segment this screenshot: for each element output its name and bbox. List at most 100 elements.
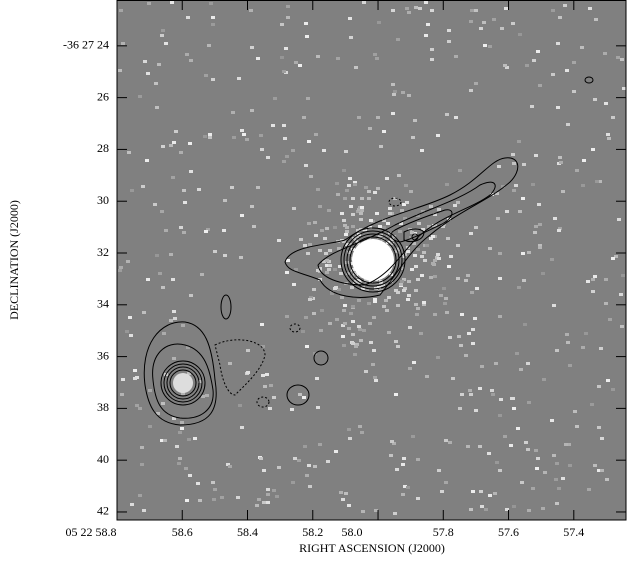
noise-pixel xyxy=(436,134,440,137)
noise-pixel xyxy=(344,233,348,236)
noise-pixel xyxy=(351,197,355,200)
noise-pixel xyxy=(323,237,327,240)
noise-pixel xyxy=(491,393,495,396)
noise-pixel xyxy=(541,272,545,275)
noise-pixel xyxy=(269,384,273,387)
noise-pixel xyxy=(342,219,346,222)
noise-pixel xyxy=(527,251,531,254)
noise-pixel xyxy=(501,185,505,188)
noise-pixel xyxy=(240,426,244,429)
noise-pixel xyxy=(494,362,498,365)
noise-pixel xyxy=(488,494,492,497)
noise-pixel xyxy=(169,319,173,322)
noise-pixel xyxy=(304,316,308,319)
noise-pixel xyxy=(427,225,431,228)
noise-pixel xyxy=(307,464,311,467)
noise-pixel xyxy=(324,252,328,255)
noise-pixel xyxy=(374,379,378,382)
noise-pixel xyxy=(429,237,433,240)
noise-pixel xyxy=(327,209,331,212)
noise-pixel xyxy=(184,467,188,470)
noise-pixel xyxy=(313,221,317,224)
noise-pixel xyxy=(396,345,400,348)
noise-pixel xyxy=(600,469,604,472)
y-axis-title: DECLINATION (J2000) xyxy=(7,200,21,320)
noise-pixel xyxy=(301,330,305,333)
noise-pixel xyxy=(433,224,437,227)
noise-pixel xyxy=(213,488,217,491)
noise-pixel xyxy=(499,398,503,401)
noise-pixel xyxy=(277,466,281,469)
noise-pixel xyxy=(409,190,413,193)
noise-pixel xyxy=(597,426,601,429)
noise-pixel xyxy=(353,181,357,184)
x-tick-label: 05 22 58.8 xyxy=(66,525,117,539)
noise-pixel xyxy=(565,69,569,72)
noise-pixel xyxy=(375,57,379,60)
noise-pixel xyxy=(425,244,429,247)
noise-pixel xyxy=(402,289,406,292)
noise-pixel xyxy=(373,376,377,379)
noise-pixel xyxy=(396,304,400,307)
contour xyxy=(411,233,419,241)
noise-pixel xyxy=(297,459,301,462)
noise-pixel xyxy=(467,332,471,335)
noise-pixel xyxy=(526,362,530,365)
noise-pixel xyxy=(275,495,279,498)
y-tick-label: 34 xyxy=(97,297,109,311)
noise-pixel xyxy=(252,225,256,228)
noise-pixel xyxy=(379,145,383,148)
noise-pixel xyxy=(416,248,420,251)
noise-pixel xyxy=(127,151,131,154)
noise-pixel xyxy=(318,267,322,270)
noise-pixel xyxy=(556,42,560,45)
noise-pixel xyxy=(598,180,602,183)
noise-pixel xyxy=(231,111,235,114)
noise-pixel xyxy=(375,212,379,215)
noise-pixel xyxy=(163,439,167,442)
noise-pixel xyxy=(345,243,349,246)
noise-pixel xyxy=(236,496,240,499)
noise-pixel xyxy=(211,78,215,81)
noise-pixel xyxy=(484,508,488,511)
noise-pixel xyxy=(444,481,448,484)
noise-pixel xyxy=(175,445,179,448)
noise-pixel xyxy=(448,336,452,339)
noise-pixel xyxy=(164,42,168,45)
noise-pixel xyxy=(511,22,515,25)
noise-pixel xyxy=(509,444,513,447)
noise-pixel xyxy=(381,284,385,287)
noise-pixel xyxy=(595,180,599,183)
noise-pixel xyxy=(318,249,322,252)
noise-pixel xyxy=(286,5,290,8)
noise-pixel xyxy=(205,394,209,397)
noise-pixel xyxy=(158,272,162,275)
noise-pixel xyxy=(348,17,352,20)
noise-pixel xyxy=(563,4,567,7)
noise-pixel xyxy=(245,138,249,141)
x-tick-label: 58.2 xyxy=(302,525,323,539)
noise-pixel xyxy=(282,124,286,127)
noise-pixel xyxy=(306,252,310,255)
noise-pixel xyxy=(406,486,410,489)
noise-pixel xyxy=(121,378,125,381)
noise-pixel xyxy=(403,287,407,290)
noise-pixel xyxy=(351,320,355,323)
noise-pixel xyxy=(390,440,394,443)
noise-pixel xyxy=(351,268,355,271)
noise-pixel xyxy=(474,9,478,12)
noise-pixel xyxy=(537,203,541,206)
noise-pixel xyxy=(246,371,250,374)
noise-pixel xyxy=(359,218,363,221)
noise-pixel xyxy=(343,197,347,200)
noise-pixel xyxy=(223,254,227,257)
noise-pixel xyxy=(399,283,403,286)
noise-pixel xyxy=(391,9,395,12)
noise-pixel xyxy=(521,252,525,255)
noise-pixel xyxy=(487,452,491,455)
noise-pixel xyxy=(543,471,547,474)
noise-pixel xyxy=(187,372,191,375)
noise-pixel xyxy=(298,393,302,396)
noise-pixel xyxy=(388,207,392,210)
